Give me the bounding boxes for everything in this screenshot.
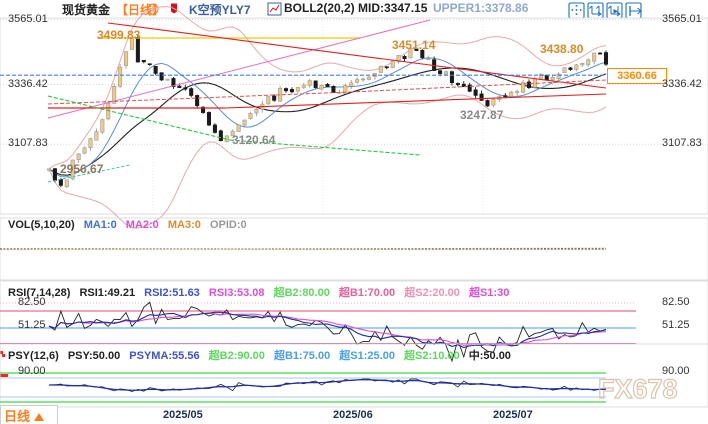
svg-text:FX678: FX678 (598, 374, 678, 404)
